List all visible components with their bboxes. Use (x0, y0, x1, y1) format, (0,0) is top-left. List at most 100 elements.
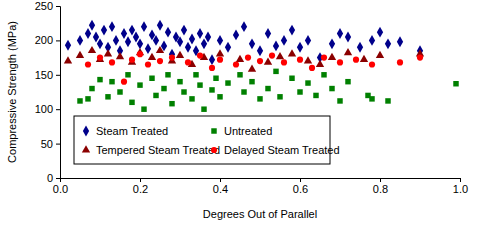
tick: 250 (35, 0, 60, 12)
point (85, 28, 91, 39)
tick: 50 (41, 138, 60, 150)
point (161, 86, 166, 91)
tick-label: 0.6 (293, 183, 308, 195)
point (257, 96, 262, 101)
point (305, 80, 310, 85)
point (65, 40, 71, 51)
point (189, 96, 194, 101)
axis-line (61, 179, 461, 183)
point (337, 98, 342, 103)
point (241, 89, 246, 94)
point (141, 106, 146, 111)
tick: 0.4 (213, 178, 228, 195)
point (88, 46, 96, 53)
series (77, 69, 458, 112)
point (345, 32, 351, 43)
point (281, 59, 287, 65)
point (217, 57, 223, 63)
point (64, 56, 72, 63)
point (277, 94, 282, 99)
point (304, 56, 312, 63)
legend-label: Untreated (224, 125, 272, 137)
point (181, 89, 186, 94)
point (177, 79, 182, 84)
point (169, 101, 174, 106)
point (157, 58, 163, 64)
tick: 0.2 (133, 178, 148, 195)
legend-label: Tempered Steam Treated (96, 144, 220, 156)
x-axis-title: Degrees Out of Parallel (203, 208, 317, 220)
point (357, 42, 363, 53)
point (121, 28, 127, 39)
point (213, 76, 218, 81)
point (328, 53, 336, 60)
point (197, 28, 203, 39)
point (369, 61, 375, 67)
tick-label: 0.8 (373, 183, 388, 195)
tick-mark (56, 144, 60, 145)
tick-mark (56, 75, 60, 76)
point (397, 59, 403, 65)
legend: Steam TreatedUntreatedTempered Steam Tre… (74, 116, 340, 164)
point (217, 35, 223, 46)
tick-label: 0 (47, 172, 53, 184)
point (197, 82, 202, 87)
point (156, 46, 164, 53)
point (105, 94, 110, 99)
point (125, 36, 131, 47)
tick: 0.8 (373, 178, 388, 195)
point (321, 72, 326, 77)
tick-mark (56, 6, 60, 7)
point (165, 27, 171, 38)
tick-label: 150 (35, 69, 53, 81)
series (64, 46, 424, 72)
point (169, 55, 175, 61)
tick-mark (56, 40, 60, 41)
tick-mark (56, 178, 60, 179)
point (369, 35, 375, 46)
point (76, 51, 84, 58)
series (85, 51, 423, 85)
point (417, 55, 423, 61)
tick-mark (56, 109, 60, 110)
point (209, 87, 214, 92)
point (241, 21, 247, 32)
point (257, 45, 263, 56)
point (281, 35, 287, 46)
tick-mark (380, 178, 381, 182)
point (236, 55, 244, 62)
point (129, 25, 135, 36)
tick: 1.0 (453, 178, 468, 195)
tick: 0.0 (53, 178, 68, 195)
point (197, 52, 203, 58)
legend-marker (211, 128, 216, 133)
point (385, 98, 390, 103)
point (141, 21, 147, 32)
tick-mark (460, 178, 461, 182)
tick: 0 (47, 172, 60, 184)
tick-mark (140, 178, 141, 182)
y-axis: 050100150200250 (35, 0, 61, 184)
point (85, 61, 91, 67)
tick: 100 (35, 103, 60, 115)
axis-line (56, 7, 61, 179)
legend-marker (82, 145, 90, 152)
point (89, 86, 94, 91)
point (369, 96, 374, 101)
point (360, 55, 368, 62)
point (297, 42, 303, 53)
point (77, 98, 82, 103)
point (249, 79, 254, 84)
tick-mark (300, 178, 301, 182)
point (265, 28, 271, 39)
point (148, 53, 156, 60)
point (104, 49, 112, 56)
point (137, 51, 143, 57)
point (345, 79, 350, 84)
point (313, 93, 318, 98)
point (265, 86, 270, 91)
point (181, 25, 187, 36)
point (129, 100, 134, 105)
point (145, 61, 151, 67)
point (96, 55, 104, 62)
